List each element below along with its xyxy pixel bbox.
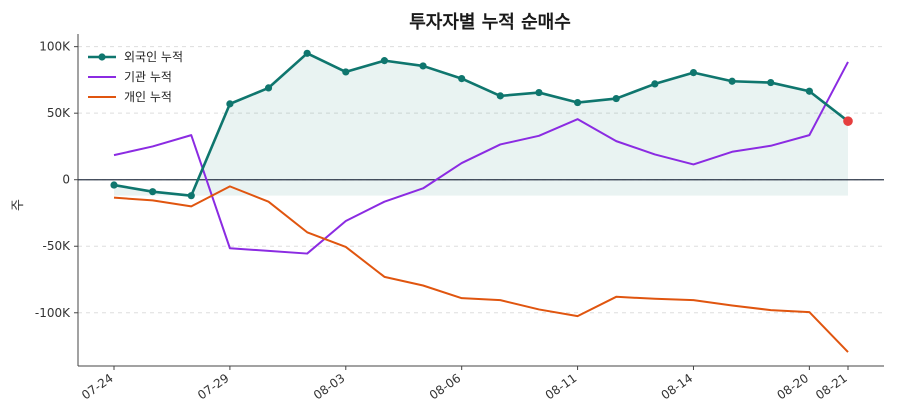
- series-point: [728, 77, 736, 85]
- series-point: [303, 49, 311, 57]
- series-point: [689, 69, 698, 77]
- series-line: [113, 52, 849, 197]
- series-end-point: [843, 116, 853, 126]
- series-point: [535, 88, 543, 97]
- series-point: [264, 84, 273, 92]
- series-point: [767, 78, 775, 87]
- y-tick-label: -100K: [35, 306, 71, 320]
- series-layer: [110, 49, 853, 353]
- x-tick-label: 08-21: [813, 371, 850, 402]
- series-point: [419, 62, 427, 70]
- x-tick-label: 08-03: [311, 371, 348, 402]
- series-line: [113, 61, 849, 255]
- series-point: [573, 98, 582, 107]
- fill-layer: [114, 53, 848, 196]
- y-tick-label: 0: [62, 173, 70, 187]
- x-tick-label: 08-14: [659, 371, 696, 402]
- series-point: [612, 94, 620, 103]
- y-tick-label: 50K: [47, 106, 71, 120]
- x-tick-label: 07-24: [79, 371, 116, 402]
- y-tick-label: -50K: [43, 239, 72, 253]
- legend-label: 기관 누적: [124, 70, 172, 84]
- series-point: [805, 87, 813, 95]
- legend-label: 외국인 누적: [124, 50, 183, 64]
- series-point: [187, 192, 195, 200]
- foreign-fill-area: [114, 53, 848, 196]
- series-point: [110, 181, 118, 189]
- x-tick-label: 07-29: [195, 371, 232, 402]
- series-point: [380, 57, 389, 65]
- x-tick-label: 08-11: [543, 371, 580, 402]
- legend-marker: [98, 53, 106, 61]
- y-tick-label: 100K: [39, 40, 71, 54]
- series-point: [496, 92, 504, 100]
- series-point: [226, 100, 234, 108]
- series-point: [651, 80, 659, 88]
- series-line: [113, 185, 849, 353]
- x-tick-label: 08-06: [427, 371, 464, 402]
- legend-label: 개인 누적: [124, 90, 172, 104]
- series-point: [149, 188, 157, 196]
- series-point: [458, 74, 466, 83]
- x-tick-label: 08-20: [774, 371, 811, 402]
- chart-title: 투자자별 누적 순매수: [409, 12, 571, 33]
- y-axis-label: 주: [11, 199, 26, 211]
- series-point: [342, 68, 350, 76]
